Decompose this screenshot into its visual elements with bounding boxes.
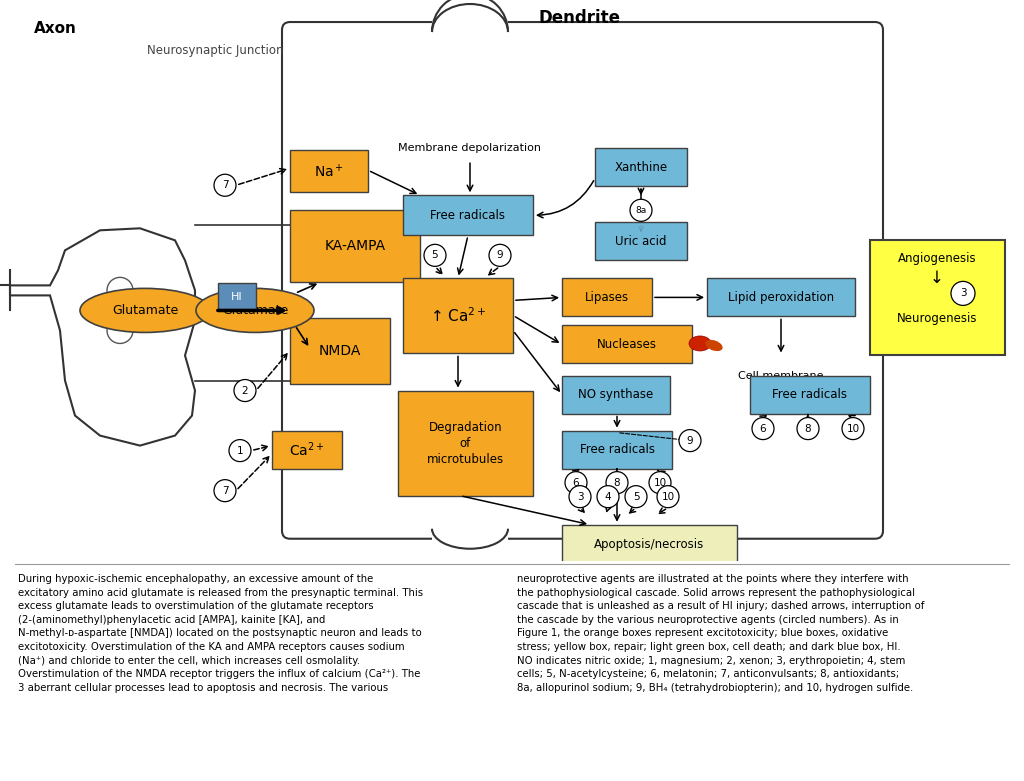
Text: Apoptosis/necrosis: Apoptosis/necrosis — [594, 538, 705, 551]
Text: 7: 7 — [221, 180, 228, 191]
Circle shape — [565, 472, 587, 494]
Circle shape — [679, 430, 701, 451]
Text: Glutamate: Glutamate — [112, 304, 178, 317]
FancyBboxPatch shape — [272, 430, 342, 469]
Text: 10: 10 — [653, 478, 667, 487]
FancyBboxPatch shape — [403, 278, 513, 354]
Text: 8a: 8a — [635, 205, 646, 215]
FancyBboxPatch shape — [562, 326, 692, 363]
Circle shape — [214, 174, 236, 196]
Text: Na$^+$: Na$^+$ — [314, 162, 344, 180]
Text: Free radicals: Free radicals — [580, 443, 654, 456]
Text: Axon: Axon — [34, 20, 77, 36]
Text: 4: 4 — [605, 492, 611, 501]
Text: Ca$^{2+}$: Ca$^{2+}$ — [290, 440, 325, 459]
Text: Cell membrane
destruction: Cell membrane destruction — [738, 370, 823, 393]
Circle shape — [951, 281, 975, 305]
FancyBboxPatch shape — [403, 195, 534, 235]
Text: Membrane depolarization: Membrane depolarization — [398, 143, 542, 153]
Text: Free radicals: Free radicals — [772, 388, 848, 401]
FancyBboxPatch shape — [282, 22, 883, 539]
Text: During hypoxic-ischemic encephalopathy, an excessive amount of the
excitatory am: During hypoxic-ischemic encephalopathy, … — [18, 574, 424, 693]
Text: 9: 9 — [497, 251, 504, 260]
FancyBboxPatch shape — [398, 390, 534, 496]
FancyBboxPatch shape — [870, 241, 1005, 355]
Text: KA-AMPA: KA-AMPA — [325, 239, 386, 253]
FancyBboxPatch shape — [562, 278, 652, 316]
Circle shape — [424, 244, 446, 266]
Circle shape — [606, 472, 628, 494]
Text: 3: 3 — [959, 288, 967, 298]
FancyBboxPatch shape — [290, 150, 368, 192]
Ellipse shape — [706, 340, 723, 351]
Circle shape — [569, 486, 591, 508]
Text: 3: 3 — [577, 492, 584, 501]
Text: 5: 5 — [432, 251, 438, 260]
Circle shape — [625, 486, 647, 508]
Text: NO synthase: NO synthase — [579, 388, 653, 401]
Text: 5: 5 — [633, 492, 639, 501]
Ellipse shape — [196, 288, 314, 333]
Text: Degradation
of
microtubules: Degradation of microtubules — [427, 421, 504, 465]
Text: Neurogenesis: Neurogenesis — [897, 312, 977, 325]
Text: 6: 6 — [572, 478, 580, 487]
Text: HI: HI — [231, 292, 243, 302]
Text: 10: 10 — [662, 492, 675, 501]
FancyBboxPatch shape — [562, 525, 737, 565]
FancyBboxPatch shape — [218, 284, 256, 312]
Text: 1: 1 — [237, 446, 244, 455]
Text: 9: 9 — [687, 436, 693, 446]
Text: Angiogenesis: Angiogenesis — [898, 251, 976, 265]
FancyBboxPatch shape — [432, 8, 508, 48]
Text: ↑ Ca$^{2+}$: ↑ Ca$^{2+}$ — [430, 307, 486, 325]
Text: Xanthine: Xanthine — [614, 161, 668, 173]
Text: Glutamate: Glutamate — [222, 304, 288, 317]
Text: Free radicals: Free radicals — [430, 209, 506, 222]
Text: NMDA: NMDA — [318, 344, 361, 358]
Circle shape — [597, 486, 618, 508]
Text: 8: 8 — [613, 478, 621, 487]
Text: 6: 6 — [760, 423, 766, 433]
Text: 7: 7 — [221, 486, 228, 496]
Circle shape — [842, 418, 864, 440]
Circle shape — [797, 418, 819, 440]
Text: Nucleases: Nucleases — [597, 338, 657, 351]
FancyBboxPatch shape — [432, 515, 508, 546]
FancyBboxPatch shape — [595, 148, 687, 186]
Text: 10: 10 — [847, 423, 859, 433]
Circle shape — [234, 380, 256, 401]
Circle shape — [214, 480, 236, 501]
Ellipse shape — [80, 288, 210, 333]
FancyBboxPatch shape — [562, 430, 672, 469]
Circle shape — [106, 277, 133, 303]
Text: ↓: ↓ — [930, 269, 944, 287]
FancyBboxPatch shape — [562, 376, 670, 414]
Ellipse shape — [689, 336, 711, 351]
Circle shape — [649, 472, 671, 494]
Text: Lipid peroxidation: Lipid peroxidation — [728, 291, 835, 304]
FancyBboxPatch shape — [595, 223, 687, 260]
FancyBboxPatch shape — [707, 278, 855, 316]
Polygon shape — [10, 228, 195, 446]
Circle shape — [106, 317, 133, 344]
Text: 2: 2 — [242, 386, 248, 395]
FancyBboxPatch shape — [290, 319, 390, 383]
Text: Lipases: Lipases — [585, 291, 629, 304]
Circle shape — [657, 486, 679, 508]
Text: 8: 8 — [805, 423, 811, 433]
Text: Neurosynaptic Junction: Neurosynaptic Junction — [146, 44, 284, 56]
Text: Dendrite: Dendrite — [539, 9, 621, 27]
Text: Uric acid: Uric acid — [615, 235, 667, 248]
Circle shape — [489, 244, 511, 266]
FancyBboxPatch shape — [750, 376, 870, 414]
Circle shape — [752, 418, 774, 440]
Circle shape — [229, 440, 251, 462]
Text: neuroprotective agents are illustrated at the points where they interfere with
t: neuroprotective agents are illustrated a… — [517, 574, 925, 693]
FancyBboxPatch shape — [290, 210, 420, 283]
Circle shape — [630, 199, 652, 221]
